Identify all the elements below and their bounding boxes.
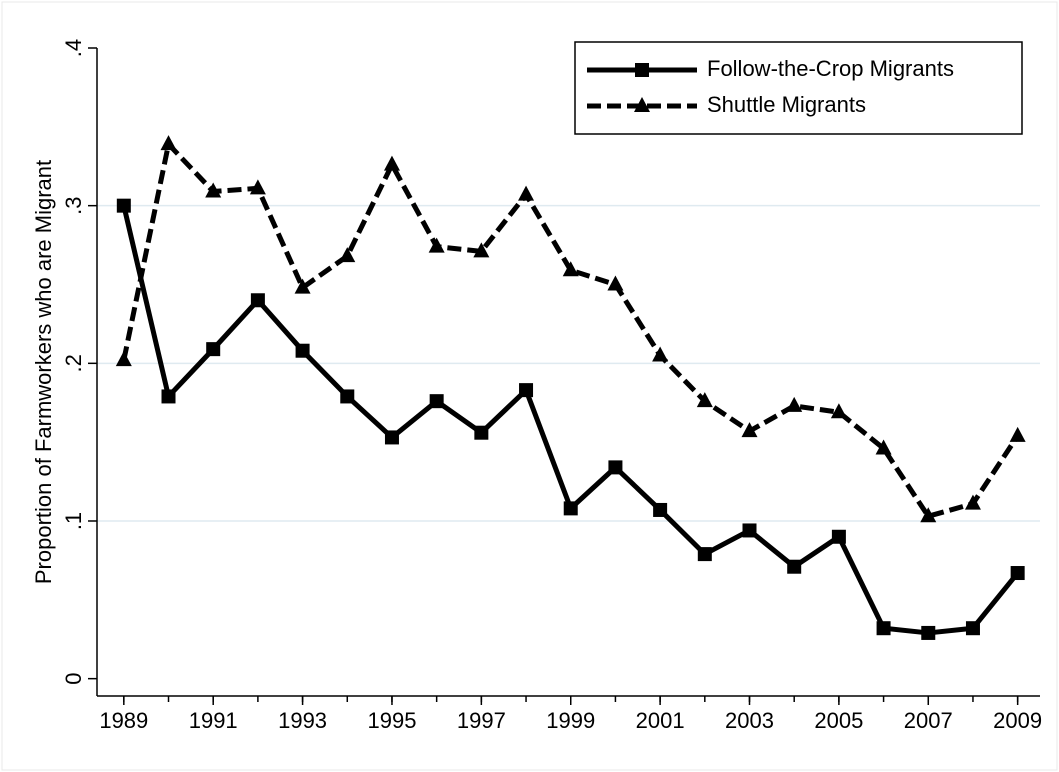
marker-square bbox=[608, 460, 623, 475]
marker-square bbox=[965, 621, 980, 636]
marker-triangle bbox=[115, 351, 132, 367]
marker-square bbox=[563, 501, 578, 516]
marker-square bbox=[697, 547, 712, 562]
marker-triangle bbox=[696, 392, 713, 408]
marker-triangle bbox=[1009, 426, 1026, 442]
marker-triangle bbox=[205, 182, 222, 198]
marker-triangle bbox=[920, 507, 937, 523]
x-tick-label: 1995 bbox=[367, 708, 416, 733]
marker-triangle bbox=[607, 275, 624, 291]
marker-square bbox=[474, 425, 489, 440]
marker-square bbox=[250, 293, 265, 308]
marker-square bbox=[384, 430, 399, 445]
x-tick-label: 2001 bbox=[636, 708, 685, 733]
x-tick-label: 1989 bbox=[99, 708, 148, 733]
marker-square bbox=[116, 198, 131, 213]
marker-triangle bbox=[830, 403, 847, 419]
marker-square bbox=[742, 523, 757, 538]
x-tick-label: 1993 bbox=[278, 708, 327, 733]
marker-square bbox=[653, 502, 668, 517]
legend-box bbox=[574, 41, 1023, 135]
y-tick-label: 0 bbox=[61, 673, 86, 685]
marker-triangle bbox=[473, 242, 490, 258]
marker-triangle bbox=[562, 261, 579, 277]
legend-label: Follow-the-Crop Migrants bbox=[707, 56, 954, 81]
y-tick-label: .1 bbox=[61, 512, 86, 530]
marker-triangle bbox=[741, 422, 758, 438]
y-axis-label: Proportion of Farmworkers who are Migran… bbox=[31, 160, 56, 584]
marker-square bbox=[519, 383, 534, 398]
marker-triangle bbox=[160, 135, 177, 151]
x-tick-label: 2009 bbox=[993, 708, 1042, 733]
marker-triangle bbox=[428, 237, 445, 253]
marker-square bbox=[635, 63, 649, 77]
x-tick-label: 2003 bbox=[725, 708, 774, 733]
x-tick-label: 1999 bbox=[546, 708, 595, 733]
marker-square bbox=[1010, 566, 1025, 581]
marker-square bbox=[206, 342, 221, 357]
marker-square bbox=[831, 529, 846, 544]
marker-triangle bbox=[518, 185, 535, 201]
marker-square bbox=[787, 559, 802, 574]
y-tick-label: .4 bbox=[61, 39, 86, 57]
x-tick-label: 1991 bbox=[189, 708, 238, 733]
legend-label: Shuttle Migrants bbox=[707, 92, 866, 117]
marker-triangle bbox=[786, 396, 803, 412]
marker-triangle bbox=[294, 278, 311, 294]
marker-square bbox=[429, 394, 444, 409]
marker-triangle bbox=[383, 155, 400, 171]
x-tick-label: 2007 bbox=[904, 708, 953, 733]
marker-triangle bbox=[339, 247, 356, 263]
marker-triangle bbox=[875, 439, 892, 455]
marker-square bbox=[876, 621, 891, 636]
x-tick-label: 1997 bbox=[457, 708, 506, 733]
marker-square bbox=[295, 343, 310, 358]
marker-square bbox=[921, 625, 936, 640]
x-tick-label: 2005 bbox=[814, 708, 863, 733]
marker-triangle bbox=[652, 346, 669, 362]
marker-triangle bbox=[249, 179, 266, 195]
y-tick-label: .2 bbox=[61, 354, 86, 372]
marker-triangle bbox=[634, 97, 650, 112]
marker-square bbox=[340, 389, 355, 404]
marker-square bbox=[161, 389, 176, 404]
marker-triangle bbox=[964, 494, 981, 510]
y-tick-label: .3 bbox=[61, 196, 86, 214]
series-line bbox=[121, 141, 1020, 519]
